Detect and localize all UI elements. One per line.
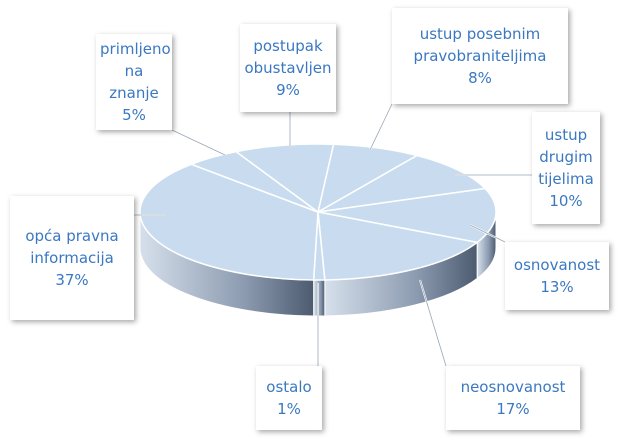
label-category: opća pravna informacija [25, 227, 119, 267]
label-value: 1% [277, 400, 301, 418]
label-category: ostalo [266, 378, 312, 396]
label-value: 13% [540, 278, 574, 296]
label-value: 10% [549, 192, 583, 210]
leader-line [171, 129, 226, 156]
label-category: ustup posebnim pravobraniteljima [413, 25, 547, 65]
slice [234, 143, 335, 214]
slice-label: neosnovanost 17% [446, 366, 580, 430]
slice-label: primljeno na znanje 5% [96, 34, 172, 130]
slice-label: ostalo 1% [256, 366, 322, 430]
slice [317, 211, 479, 281]
label-value: 5% [122, 106, 146, 124]
leader-line [469, 224, 506, 243]
label-category: osnovanost [513, 256, 601, 274]
slice [317, 187, 497, 244]
slice-side [313, 279, 326, 317]
label-category: postupak obustavljen [244, 37, 332, 77]
label-category: primljeno na znanje [100, 40, 171, 102]
slice-label: opća pravna informacija 37% [10, 196, 134, 320]
slice-label: osnovanost 13% [505, 242, 609, 310]
slice-label: postupak obustavljen 9% [240, 24, 336, 112]
slice-label: ustup posebnim pravobraniteljima 8% [392, 8, 568, 104]
slice [316, 143, 420, 214]
label-value: 9% [276, 81, 300, 99]
slice [317, 154, 487, 213]
leader-line [369, 103, 393, 151]
label-value: 8% [468, 69, 492, 87]
label-category: neosnovanost [460, 378, 566, 396]
label-value: 17% [496, 400, 530, 418]
leader-line [419, 279, 447, 367]
label-category: ustup drugim tijelima [538, 126, 594, 188]
slice [139, 163, 319, 281]
slice-label: ustup drugim tijelima 10% [532, 112, 600, 224]
label-value: 37% [55, 271, 89, 289]
